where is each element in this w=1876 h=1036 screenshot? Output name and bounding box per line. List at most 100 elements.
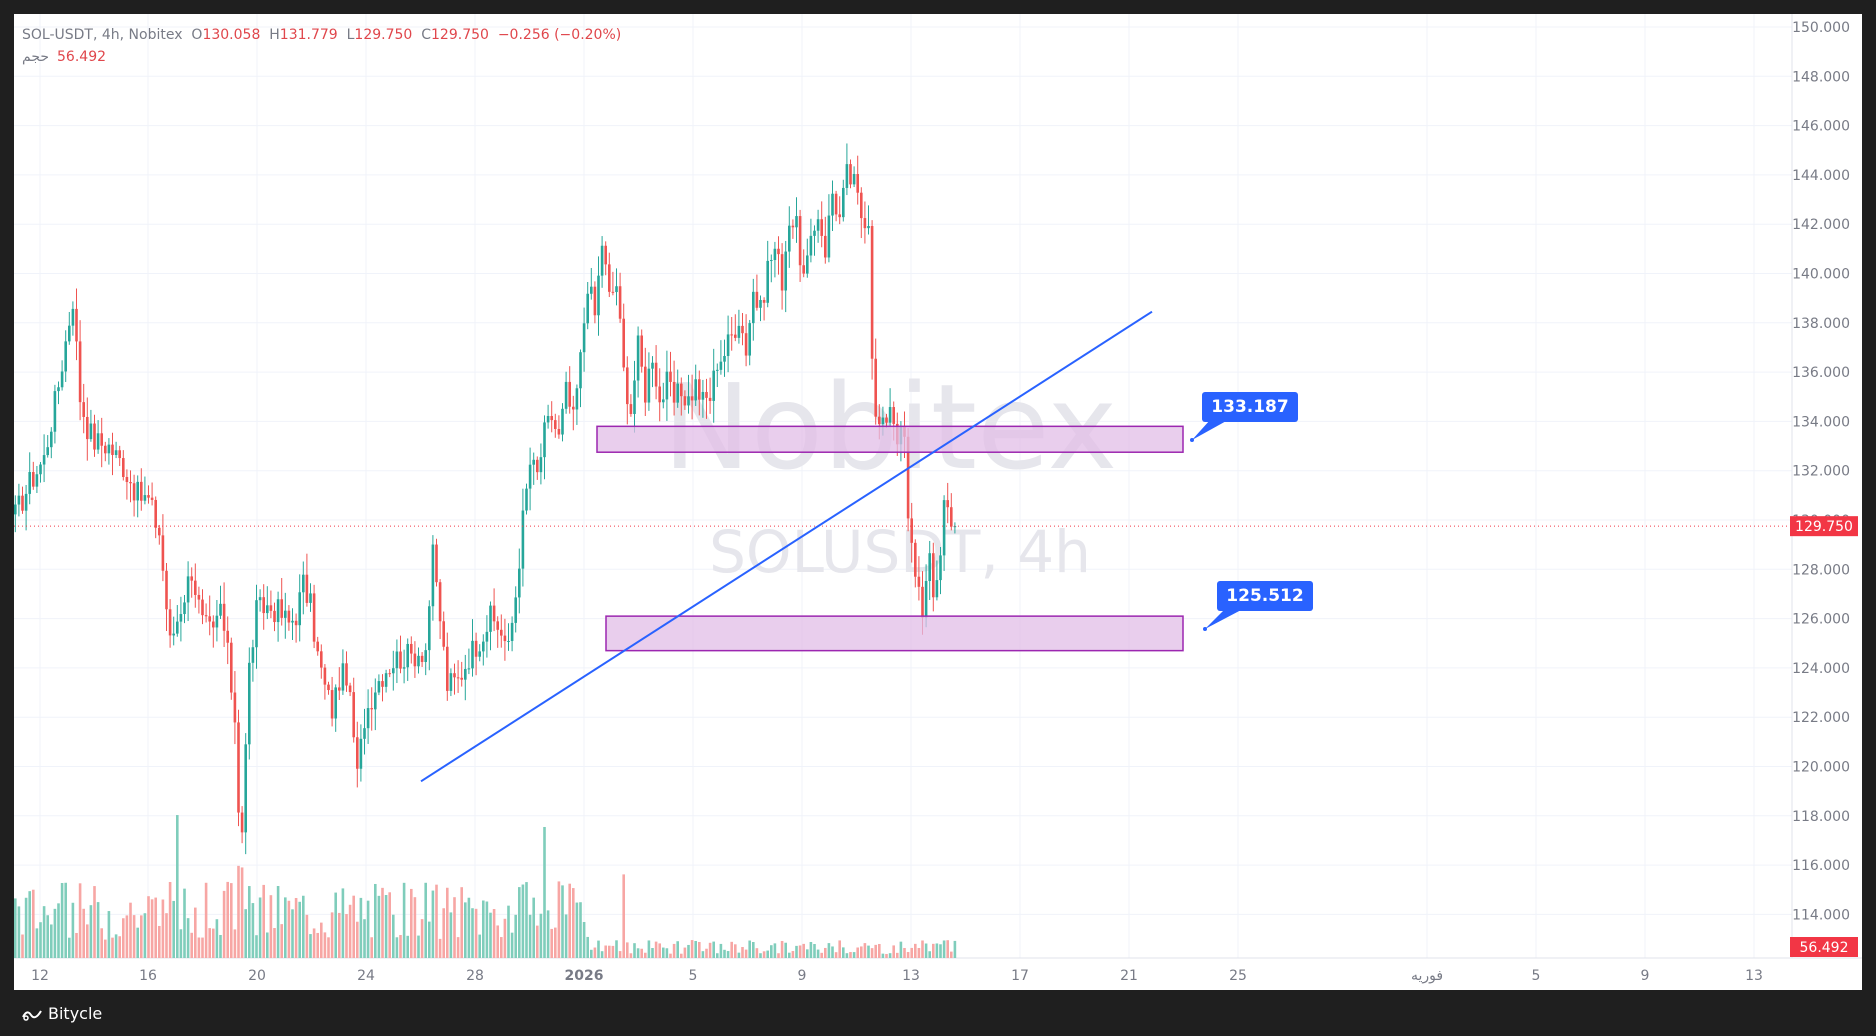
candle-body	[392, 668, 395, 674]
candle-body	[226, 630, 229, 643]
volume-bar	[158, 925, 161, 958]
time-tick-label: 2026	[565, 968, 604, 984]
support-callout[interactable]: 125.512	[1203, 581, 1313, 631]
volume-bar	[604, 945, 607, 958]
time-tick-label: 17	[1011, 968, 1029, 984]
candle-body	[71, 308, 75, 326]
candle-body	[842, 187, 845, 218]
price-tick-label: 134.000	[1792, 414, 1850, 430]
last-price-tag-label: 129.750	[1795, 519, 1853, 535]
resistance-zone[interactable]	[596, 425, 1184, 453]
candle-body	[464, 668, 467, 680]
callout-label: 125.512	[1226, 586, 1303, 606]
candle-body	[575, 388, 579, 410]
candle-body	[190, 576, 193, 581]
callouts[interactable]: 133.187 125.512	[1190, 392, 1313, 631]
volume-bar	[780, 940, 784, 958]
candle-body	[860, 192, 863, 219]
volume-bar	[730, 941, 733, 958]
volume-bar	[662, 947, 665, 958]
volume-bar	[395, 937, 399, 958]
candle-body	[165, 570, 168, 610]
candle-body	[442, 621, 445, 647]
volume-bar	[71, 902, 75, 958]
candle-body	[50, 431, 53, 448]
volume-bar	[125, 915, 129, 958]
volume-bar	[849, 952, 852, 958]
price-tick-label: 118.000	[1792, 809, 1850, 825]
volume-bar	[323, 932, 327, 958]
candle-body	[798, 216, 802, 266]
resistance-callout[interactable]: 133.187	[1190, 392, 1298, 442]
price-tick-label: 142.000	[1792, 217, 1850, 233]
volume-bar	[932, 943, 935, 958]
candle-body	[428, 606, 431, 651]
time-axis[interactable]: 12 16 20 24 28 2026 5 9 13 17 21 25 فوریه 5 9 13	[31, 968, 1763, 984]
volume-bar	[838, 940, 841, 958]
candle-body	[129, 482, 132, 484]
price-axis[interactable]: 150.000 148.000 146.000 144.000 142.000 140.0…	[1792, 20, 1850, 923]
candle-body	[298, 592, 301, 626]
volume-bar	[708, 942, 712, 958]
candle-body	[68, 325, 71, 342]
volume-bar	[640, 948, 643, 958]
support-zone[interactable]	[605, 615, 1184, 652]
candle-body	[683, 396, 687, 406]
volume-bar	[471, 908, 474, 958]
candle-body	[39, 464, 42, 475]
volume-bar	[226, 881, 229, 958]
volume-bar	[741, 947, 744, 958]
candle-body	[914, 542, 917, 577]
volume-bar	[255, 935, 258, 958]
volume-bar	[507, 905, 510, 958]
volume-bar	[186, 918, 190, 958]
volume-bar	[770, 945, 773, 958]
candle-body	[543, 422, 546, 458]
callout-pointer	[1205, 609, 1243, 629]
candle-body	[186, 576, 190, 603]
volume-bar	[143, 913, 147, 958]
candle-body	[518, 568, 521, 598]
volume-bar	[96, 902, 100, 958]
callout-pointer	[1192, 420, 1228, 440]
brand[interactable]: Bitycle	[22, 1004, 102, 1023]
volume-bar	[435, 884, 438, 958]
candle-body	[611, 291, 615, 293]
volume-bar	[755, 948, 759, 958]
volume-bar	[262, 884, 265, 958]
chart-panel[interactable]	[14, 14, 1862, 990]
volume-bar	[824, 947, 827, 958]
volume-bar	[550, 928, 553, 958]
volume-bar	[586, 936, 589, 958]
candle-body	[352, 692, 355, 738]
trendline[interactable]	[420, 310, 1153, 783]
candle-body	[327, 684, 330, 691]
candle-body	[406, 643, 409, 668]
volume-bar	[503, 918, 507, 958]
candle-body	[381, 681, 384, 687]
candle-body	[366, 708, 370, 729]
candle-body	[424, 650, 427, 662]
candle-body	[240, 812, 244, 833]
candle-body	[586, 293, 589, 324]
volume-bar	[557, 881, 561, 958]
candle-body	[773, 248, 777, 261]
candle-body	[662, 399, 665, 403]
candle-body	[550, 415, 553, 421]
candle-body	[867, 226, 870, 229]
zones[interactable]	[596, 425, 1184, 652]
candle-body	[762, 299, 766, 303]
candle-body	[813, 230, 816, 236]
last-volume-tag	[1790, 937, 1858, 957]
volume-bar	[93, 886, 96, 958]
volume-bar	[597, 940, 600, 958]
candle-body	[114, 450, 118, 456]
volume-bar	[363, 919, 366, 958]
volume-bar	[914, 943, 917, 958]
candle-body	[870, 226, 874, 359]
candle-body	[777, 248, 780, 255]
candle-body	[705, 391, 708, 398]
candle-body	[741, 325, 744, 334]
volume-bar	[856, 947, 859, 958]
